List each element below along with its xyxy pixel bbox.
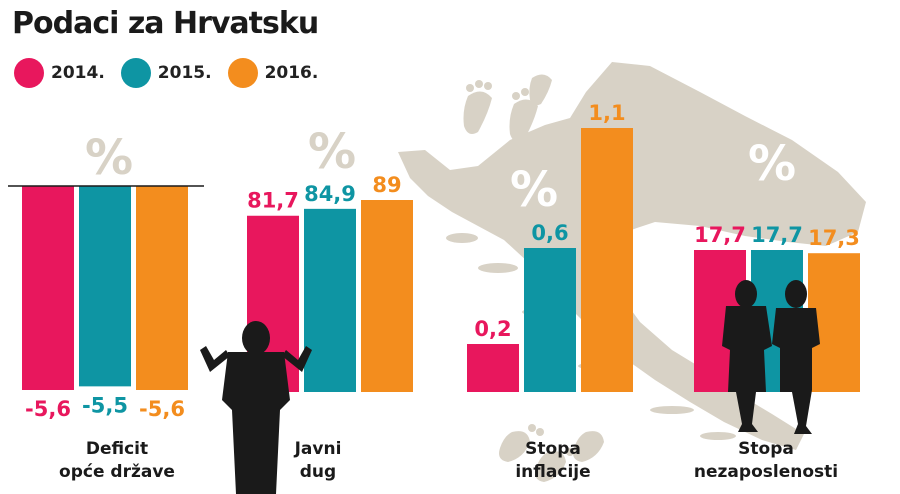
- category-label-0-line-1: opće države: [59, 462, 175, 482]
- value-label-1-0: 81,7: [247, 189, 299, 213]
- legend-label-2015: 2015.: [157, 63, 212, 83]
- percent-sign-2: %: [308, 124, 356, 180]
- bar-0-0: [22, 186, 74, 390]
- island-6: [700, 432, 736, 440]
- category-label-2-line-0: Stopa: [525, 439, 581, 459]
- value-label-3-1: 17,7: [751, 223, 803, 247]
- bar-2-0: [467, 344, 519, 392]
- legend: 2014. 2015. 2016.: [14, 58, 334, 88]
- shrugging-man-icon: [200, 321, 312, 494]
- value-label-0-2: -5,6: [139, 397, 185, 421]
- bar-1-1: [304, 208, 356, 392]
- bar-0-1: [79, 186, 131, 387]
- legend-label-2016: 2016.: [264, 63, 319, 83]
- legend-item-2014: 2014.: [14, 58, 105, 88]
- value-label-1-2: 89: [372, 173, 401, 197]
- percent-sign-3: %: [510, 162, 558, 218]
- croatia-map-background: [398, 62, 866, 450]
- value-label-2-1: 0,6: [531, 221, 568, 245]
- category-label-3-line-0: Stopa: [738, 439, 794, 459]
- legend-label-2014: 2014.: [51, 63, 105, 83]
- value-label-2-2: 1,1: [588, 101, 625, 125]
- category-label-2-line-1: inflacije: [515, 462, 590, 482]
- island-1: [446, 233, 478, 243]
- walking-man-1-icon: [722, 280, 772, 432]
- chart-title: Podaci za Hrvatsku: [12, 6, 319, 41]
- value-label-0-0: -5,6: [25, 397, 71, 421]
- island-5: [650, 406, 694, 414]
- legend-swatch-2015: [120, 58, 151, 88]
- bar-1-2: [361, 200, 413, 392]
- percent-sign-4: %: [748, 136, 796, 192]
- value-label-1-1: 84,9: [304, 182, 356, 206]
- legend-swatch-2016: [227, 58, 258, 88]
- value-label-3-0: 17,7: [694, 223, 746, 247]
- category-label-1-line-0: Javni: [294, 439, 342, 459]
- bar-0-2: [136, 186, 188, 390]
- category-label-1-line-1: dug: [300, 462, 336, 482]
- walking-man-2-icon: [772, 280, 820, 434]
- legend-swatch-2014: [14, 58, 44, 88]
- footprint-icon: [463, 74, 604, 482]
- value-label-3-2: 17,3: [808, 226, 860, 250]
- people-layer: [200, 280, 820, 494]
- bar-2-1: [524, 248, 576, 392]
- value-label-2-0: 0,2: [474, 317, 511, 341]
- legend-item-2015: 2015.: [120, 58, 212, 88]
- category-label-3-line-1: nezaposlenosti: [694, 462, 838, 482]
- legend-item-2016: 2016.: [227, 58, 319, 88]
- island-2: [478, 263, 518, 273]
- bar-2-2: [581, 128, 633, 392]
- percent-sign-1: %: [85, 130, 133, 186]
- category-label-0-line-0: Deficit: [86, 439, 148, 459]
- value-label-0-1: -5,5: [82, 393, 128, 417]
